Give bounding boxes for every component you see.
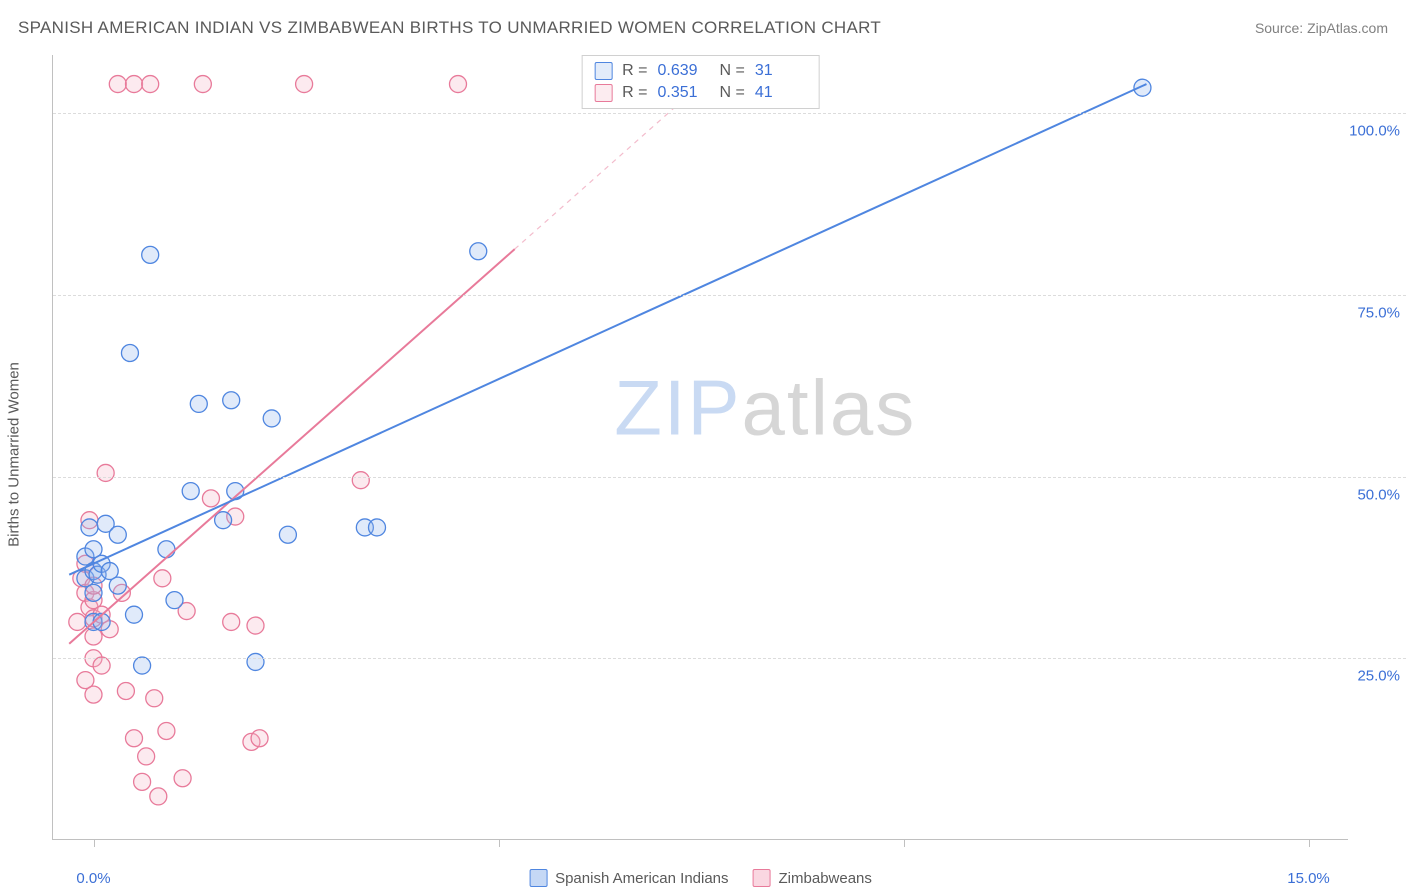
scatter-point: [146, 690, 163, 707]
trend-line: [69, 84, 1146, 575]
y-tick-label: 50.0%: [1357, 486, 1400, 503]
grid-line: [53, 113, 1406, 114]
scatter-point: [247, 617, 264, 634]
scatter-point: [247, 653, 264, 670]
stat-r-value: 0.639: [658, 62, 710, 80]
scatter-point: [150, 788, 167, 805]
grid-line: [53, 477, 1406, 478]
scatter-point: [126, 730, 143, 747]
scatter-point: [121, 345, 138, 362]
scatter-point: [263, 410, 280, 427]
scatter-point: [223, 613, 240, 630]
scatter-point: [182, 483, 199, 500]
scatter-point: [142, 246, 159, 263]
y-tick-label: 100.0%: [1349, 123, 1400, 140]
scatter-point: [138, 748, 155, 765]
scatter-point: [109, 526, 126, 543]
scatter-point: [134, 773, 151, 790]
stat-r-value: 0.351: [658, 84, 710, 102]
grid-line: [53, 295, 1406, 296]
legend-swatch: [594, 62, 612, 80]
stat-r-label: R =: [622, 84, 647, 102]
chart-title: SPANISH AMERICAN INDIAN VS ZIMBABWEAN BI…: [18, 18, 881, 38]
x-tick: [904, 839, 906, 847]
stats-row: R = 0.351 N = 41: [594, 82, 807, 104]
y-tick-label: 75.0%: [1357, 304, 1400, 321]
x-tick-label: 15.0%: [1287, 870, 1330, 887]
scatter-point: [134, 657, 151, 674]
scatter-point: [190, 395, 207, 412]
scatter-point: [154, 570, 171, 587]
stats-row: R = 0.639 N = 31: [594, 60, 807, 82]
trend-line: [69, 249, 515, 644]
grid-line: [53, 658, 1406, 659]
x-tick-label: 0.0%: [76, 870, 110, 887]
scatter-point: [158, 541, 175, 558]
scatter-point: [117, 682, 134, 699]
stat-n-value: 31: [755, 62, 807, 80]
scatter-point: [85, 686, 102, 703]
scatter-point: [352, 472, 369, 489]
scatter-point: [85, 584, 102, 601]
scatter-point: [126, 76, 143, 93]
x-tick: [499, 839, 501, 847]
legend-label: Spanish American Indians: [555, 870, 728, 887]
y-tick-label: 25.0%: [1357, 668, 1400, 685]
scatter-plot-svg: [53, 55, 1348, 839]
scatter-point: [109, 577, 126, 594]
y-axis-label: Births to Unmarried Women: [6, 362, 23, 547]
scatter-point: [369, 519, 386, 536]
scatter-point: [202, 490, 219, 507]
legend-swatch: [753, 869, 771, 887]
scatter-point: [158, 722, 175, 739]
legend-swatch: [594, 84, 612, 102]
scatter-point: [174, 770, 191, 787]
bottom-legend: Spanish American Indians Zimbabweans: [529, 869, 872, 887]
scatter-point: [279, 526, 296, 543]
scatter-point: [166, 592, 183, 609]
legend-item: Zimbabweans: [753, 869, 872, 887]
stat-r-label: R =: [622, 62, 647, 80]
x-tick: [1309, 839, 1311, 847]
scatter-point: [93, 657, 110, 674]
scatter-point: [215, 512, 232, 529]
scatter-point: [97, 464, 114, 481]
scatter-point: [194, 76, 211, 93]
x-tick: [94, 839, 96, 847]
stat-n-value: 41: [755, 84, 807, 102]
scatter-point: [470, 243, 487, 260]
scatter-point: [81, 519, 98, 536]
correlation-stats-box: R = 0.639 N = 31 R = 0.351 N = 41: [581, 55, 820, 109]
stat-n-label: N =: [720, 84, 745, 102]
scatter-point: [223, 392, 240, 409]
scatter-point: [251, 730, 268, 747]
stat-n-label: N =: [720, 62, 745, 80]
scatter-point: [126, 606, 143, 623]
chart-plot-area: ZIPatlas R =0.639N =31R =0.351N =41 Span…: [52, 55, 1348, 840]
legend-item: Spanish American Indians: [529, 869, 728, 887]
scatter-point: [69, 613, 86, 630]
scatter-point: [296, 76, 313, 93]
scatter-point: [142, 76, 159, 93]
scatter-point: [109, 76, 126, 93]
scatter-point: [450, 76, 467, 93]
legend-swatch: [529, 869, 547, 887]
chart-source: Source: ZipAtlas.com: [1255, 20, 1388, 36]
legend-label: Zimbabweans: [779, 870, 872, 887]
